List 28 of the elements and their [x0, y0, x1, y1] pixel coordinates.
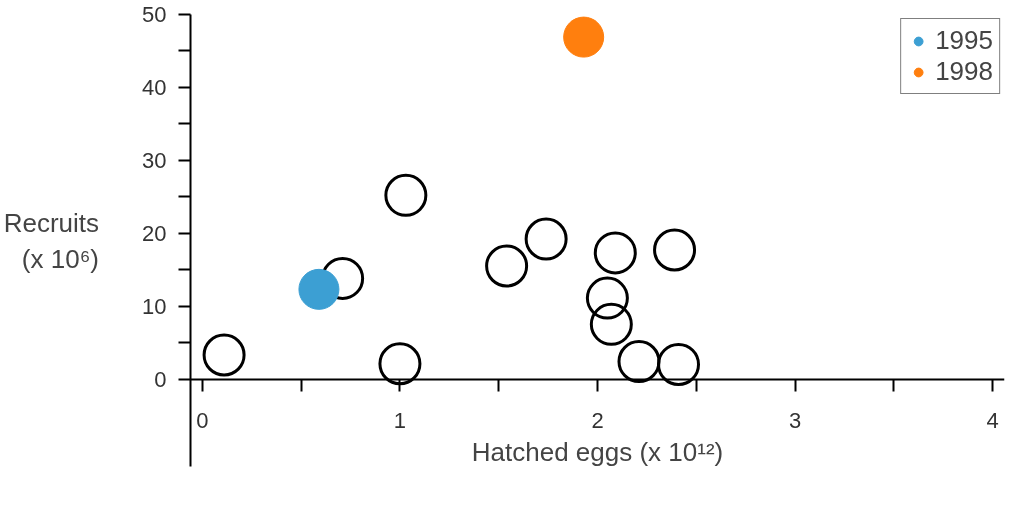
y-tick-label: 40	[142, 74, 167, 100]
point	[657, 342, 700, 386]
y-tick-label: 50	[142, 2, 167, 27]
point	[524, 217, 568, 261]
legend-label: 1995	[935, 25, 993, 56]
point	[485, 244, 529, 288]
point	[202, 333, 246, 377]
point	[585, 276, 629, 320]
x-tick-label: 2	[591, 408, 604, 434]
y-axis-title: Recruits (x 10⁶)	[3, 207, 100, 274]
x-tick-label: 3	[788, 408, 802, 434]
point	[384, 173, 428, 217]
y-tick-label: 10	[142, 293, 167, 319]
legend-label: 1998	[935, 56, 993, 87]
point	[617, 340, 661, 383]
point	[298, 268, 340, 310]
point	[593, 231, 637, 275]
point	[589, 302, 633, 346]
x-axis-title: Hatched eggs (x 10¹²)	[471, 436, 724, 467]
y-tick-label: 20	[142, 220, 167, 246]
y-tick-label: 0	[154, 366, 167, 392]
x-tick-label: 0	[196, 408, 209, 434]
x-tick-label: 1	[393, 408, 407, 434]
y-tick-label: 30	[142, 147, 167, 173]
point	[378, 342, 422, 386]
point	[563, 16, 605, 58]
point	[653, 228, 697, 272]
x-tick-label: 4	[986, 408, 999, 434]
